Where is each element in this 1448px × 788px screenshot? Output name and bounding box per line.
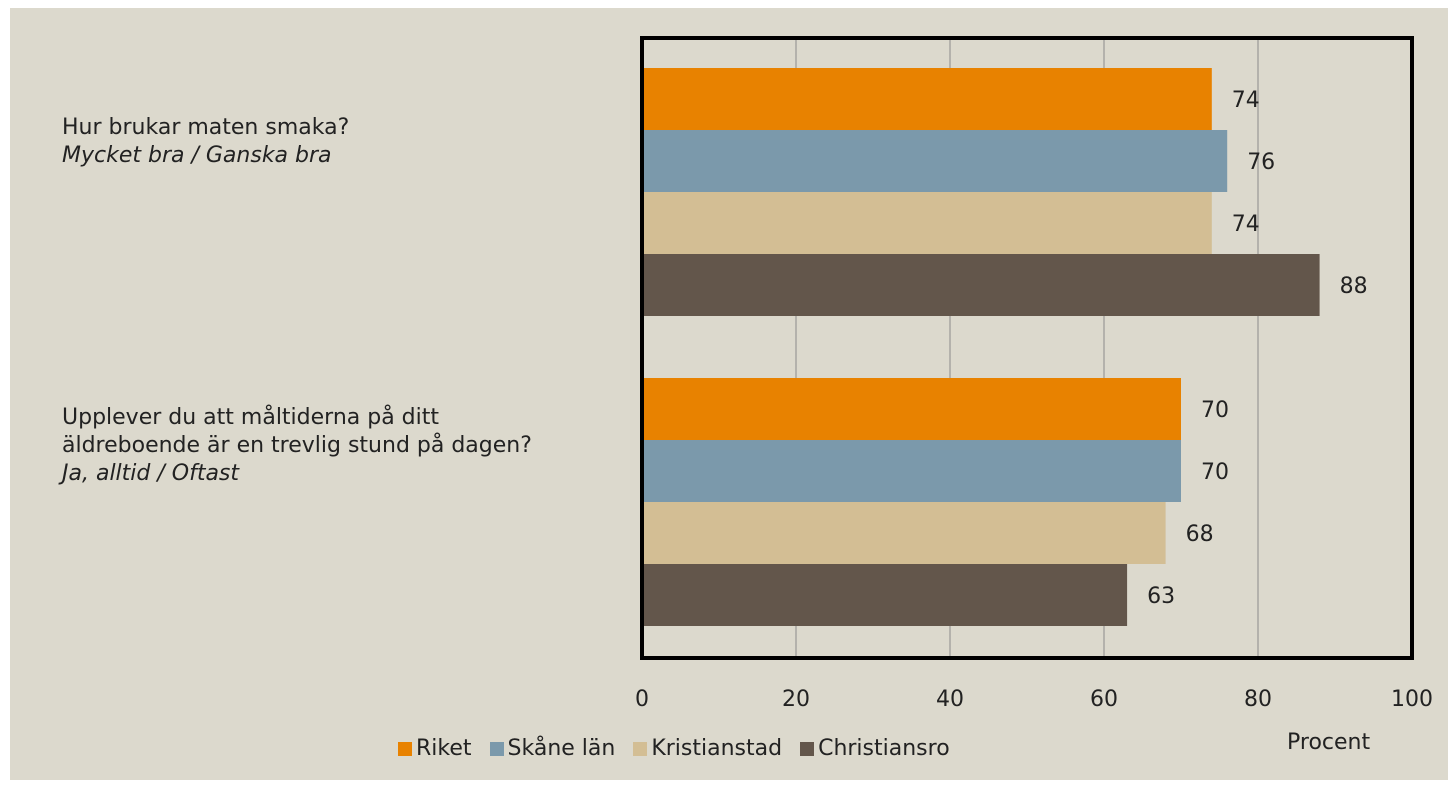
legend-item-riket: Riket: [398, 736, 472, 761]
data-label-christiansro-2: 63: [1147, 584, 1175, 609]
bar-riket-2: [642, 378, 1181, 440]
data-label-kristianstad-2: 68: [1186, 522, 1214, 547]
category-answers-1: Mycket bra / Ganska bra: [62, 143, 332, 168]
category-answers-2: Ja, alltid / Oftast: [62, 461, 240, 486]
x-tick-label-0: 0: [635, 687, 649, 712]
bar-skåne-län-2: [642, 440, 1181, 502]
x-tick-label-100: 100: [1391, 687, 1433, 712]
bar-christiansro-2: [642, 564, 1128, 626]
bar-kristianstad-2: [642, 502, 1166, 564]
bar-christiansro-1: [642, 254, 1320, 316]
legend-swatch: [398, 741, 412, 756]
category-label-2: Upplever du att måltiderna på ditt äldre…: [62, 404, 582, 488]
category-label-1: Hur brukar maten smaka? Mycket bra / Gan…: [62, 114, 582, 170]
data-label-skåne-län-1: 76: [1247, 150, 1275, 175]
data-label-riket-2: 70: [1201, 398, 1229, 423]
bar-kristianstad-1: [642, 192, 1212, 254]
legend-item-skåne-län: Skåne län: [489, 736, 616, 761]
x-axis-ticks: 0 20 40 60 80 100: [635, 687, 1433, 712]
category-title-1: Hur brukar maten smaka?: [62, 115, 350, 140]
legend-swatch: [489, 741, 504, 756]
legend: Riket Skåne län Kristianstad Christiansro: [398, 736, 968, 761]
legend-item-kristianstad: Kristianstad: [633, 736, 782, 761]
data-label-riket-1: 74: [1232, 88, 1260, 113]
plot-frame: [640, 36, 1414, 660]
legend-item-christiansro: Christiansro: [800, 736, 950, 761]
legend-swatch: [633, 741, 648, 756]
legend-label: Skåne län: [507, 736, 616, 761]
data-label-kristianstad-1: 74: [1232, 212, 1260, 237]
x-tick-label-80: 80: [1244, 687, 1272, 712]
bar-skåne-län-1: [642, 130, 1228, 192]
x-tick-label-20: 20: [782, 687, 810, 712]
x-axis-label: Procent: [1287, 730, 1371, 755]
x-tick-label-60: 60: [1090, 687, 1118, 712]
legend-label: Christiansro: [818, 736, 950, 761]
data-label-skåne-län-2: 70: [1201, 460, 1229, 485]
data-label-christiansro-1: 88: [1340, 274, 1368, 299]
bar-riket-1: [642, 68, 1212, 130]
category-title-2: Upplever du att måltiderna på ditt äldre…: [62, 405, 532, 458]
legend-swatch: [800, 741, 815, 756]
data-labels: 74 70 76 70 74 68 88 63: [1147, 88, 1368, 609]
bars: [642, 68, 1320, 626]
legend-label: Riket: [416, 736, 472, 761]
x-tick-label-40: 40: [936, 687, 964, 712]
legend-label: Kristianstad: [651, 736, 783, 761]
